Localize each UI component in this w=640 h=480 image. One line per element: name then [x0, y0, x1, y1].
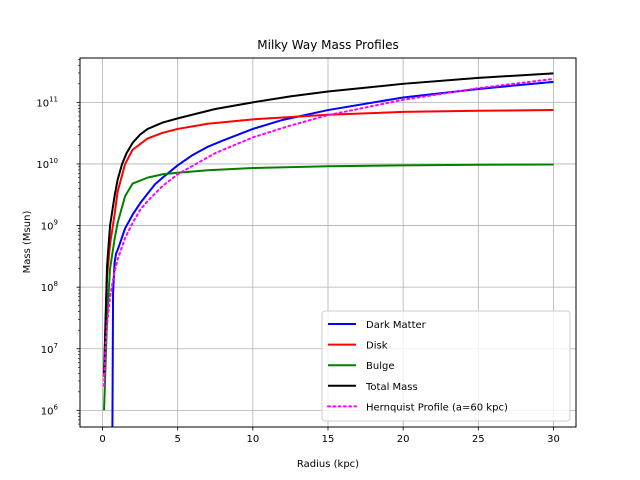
- y-tick-label: 107: [41, 342, 58, 356]
- y-tick-label: 1011: [36, 95, 58, 109]
- plot-series: [103, 72, 555, 427]
- series-line: [103, 72, 554, 374]
- series-line: [103, 109, 554, 377]
- x-tick-label: 5: [175, 434, 181, 445]
- series-line: [103, 163, 554, 411]
- x-tick-label: 10: [246, 434, 259, 445]
- y-tick-label: 108: [41, 280, 58, 294]
- legend-label: Dark Matter: [366, 320, 427, 331]
- y-tick-label: 1010: [36, 157, 58, 171]
- x-tick-label: 15: [322, 434, 335, 445]
- y-tick-label: 106: [41, 403, 59, 417]
- x-axis-label: Radius (kpc): [297, 459, 359, 470]
- legend-frame: [321, 310, 571, 422]
- y-tick-label: 109: [41, 219, 58, 233]
- series-line: [111, 80, 554, 427]
- legend: Dark Matter Disk Bulge Total Mass Hernquist …: [321, 310, 571, 422]
- x-tick-label: 0: [99, 434, 105, 445]
- x-tick-label: 25: [472, 434, 485, 445]
- axis-ticks: 0 5 10 15 20 25 30 106 107 108 109 1010 1011: [36, 58, 560, 445]
- legend-label: Total Mass: [365, 382, 418, 393]
- chart-title: Milky Way Mass Profiles: [257, 38, 398, 52]
- series-line: [103, 77, 555, 387]
- legend-label: Hernquist Profile (a=60 kpc): [366, 402, 508, 413]
- legend-label: Disk: [366, 341, 388, 352]
- x-tick-label: 20: [397, 434, 410, 445]
- legend-label: Bulge: [366, 361, 394, 372]
- y-axis-label: Mass (Msun): [22, 211, 33, 274]
- x-tick-label: 30: [547, 434, 560, 445]
